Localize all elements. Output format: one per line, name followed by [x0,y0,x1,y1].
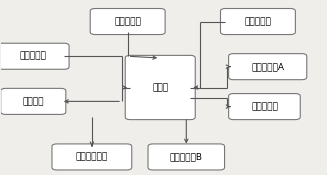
FancyBboxPatch shape [125,55,195,120]
FancyBboxPatch shape [148,144,225,170]
FancyBboxPatch shape [220,9,295,34]
Text: 控制器: 控制器 [152,83,168,92]
FancyBboxPatch shape [52,144,132,170]
FancyBboxPatch shape [0,43,69,69]
Text: 第一开关阀: 第一开关阀 [251,102,278,111]
Text: 电动调节阀A: 电动调节阀A [251,62,284,71]
Text: 电动调节阀B: 电动调节阀B [170,152,203,162]
Text: 湿度感应器: 湿度感应器 [114,17,141,26]
Text: 温度感应器: 温度感应器 [245,17,271,26]
FancyBboxPatch shape [229,54,307,80]
Text: 加热装置: 加热装置 [23,97,44,106]
Text: 地面浇灌轮头: 地面浇灌轮头 [76,152,108,162]
FancyBboxPatch shape [229,94,300,120]
Text: 压力传感器: 压力传感器 [20,52,47,61]
FancyBboxPatch shape [90,9,165,34]
FancyBboxPatch shape [1,88,66,114]
